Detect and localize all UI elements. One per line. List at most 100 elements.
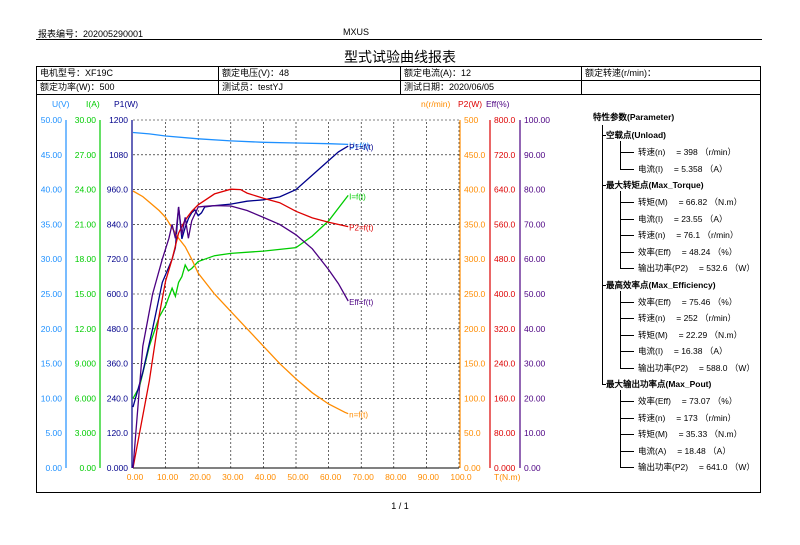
x-tick-label: 90.00 — [418, 472, 440, 482]
tick-label: 10.00 — [41, 393, 63, 403]
parameter-panel: 特性参数(Parameter) 空载点(Unload) 转速(n) = 398 （r… — [590, 105, 760, 485]
tree-branch-line — [620, 467, 634, 468]
x-tick-label: 70.00 — [353, 472, 375, 482]
series-line-Eff — [132, 204, 349, 469]
tick-label: 60.00 — [524, 254, 546, 264]
x-tick-label: 100.0 — [450, 472, 472, 482]
header-divider — [36, 39, 762, 40]
tick-label: 30.00 — [41, 254, 63, 264]
series-line-P1 — [132, 145, 349, 408]
tree-branch-line — [620, 152, 634, 153]
param-item: 电流(A) = 18.48 （A） — [638, 445, 731, 456]
tick-label: 25.00 — [41, 289, 63, 299]
series-line-I — [132, 195, 349, 399]
x-tick-label: 60.00 — [320, 472, 342, 482]
tick-label: 100.00 — [524, 115, 550, 125]
tree-branch-line — [620, 218, 634, 220]
x-tick-label: 20.00 — [190, 472, 212, 482]
tree-branch-line — [602, 185, 606, 186]
tree-trunk-line — [620, 290, 621, 368]
tick-label: 240.0 — [494, 359, 516, 369]
tree-branch-line — [620, 351, 634, 352]
tick-label: 0.00 — [524, 463, 541, 473]
param-item: 输出功率(P2) = 641.0 （W） — [638, 462, 755, 472]
param-item: 转矩(M) = 35.33 （N.m） — [638, 429, 743, 439]
tick-label: 24.00 — [75, 185, 97, 195]
param-group-title: 最大输出功率点(Max_Pout) — [606, 379, 712, 389]
axis-label-P1: P1(W) — [114, 99, 138, 109]
tree-branch-line — [620, 168, 634, 170]
x-tick-label: 30.00 — [222, 472, 244, 482]
info-cell: 额定功率(W)：500 — [37, 81, 219, 94]
report-title: 型式试验曲线报表 — [344, 49, 456, 65]
tree-branch-line — [620, 367, 634, 369]
tree-branch-line — [620, 268, 634, 269]
tick-label: 15.00 — [41, 359, 63, 369]
x-tick-label: 50.00 — [287, 472, 309, 482]
axis-label-U: U(V) — [52, 99, 70, 109]
param-item: 电流(I) = 5.358 （A） — [638, 163, 728, 174]
report-number: 报表编号：202005290001 — [38, 29, 144, 39]
series-line-U — [132, 131, 349, 146]
tree-branch-line — [620, 401, 634, 402]
tick-label: 250.0 — [464, 289, 486, 299]
tick-label: 480.0 — [494, 254, 516, 264]
axis-label-P2: P2(W) — [458, 99, 482, 109]
tick-label: 50.0 — [464, 428, 481, 438]
tree-branch-line — [602, 284, 606, 286]
tick-label: 12.00 — [75, 324, 97, 334]
tick-label: 720.0 — [494, 150, 516, 160]
tick-label: 1080 — [109, 150, 128, 160]
tick-label: 40.00 — [41, 185, 63, 195]
tick-label: 18.00 — [75, 254, 97, 264]
x-tick-label: 0.00 — [127, 472, 144, 482]
series-label-P2: P2=f(t) — [349, 224, 374, 233]
tick-label: 15.00 — [75, 289, 97, 299]
tree-branch-line — [602, 135, 606, 136]
param-item: 效率(Eff) = 73.07 （%） — [638, 396, 738, 406]
param-group-title: 最大转矩点(Max_Torque) — [606, 180, 704, 190]
series-label-n: n=f(t) — [349, 411, 368, 420]
param-item: 效率(Eff) = 48.24 （%） — [638, 246, 738, 257]
tree-branch-line — [620, 202, 634, 203]
info-row-2: 额定功率(W)：500 测试员：testYJ 测试日期：2020/06/05 — [37, 81, 760, 95]
tick-label: 0.00 — [79, 463, 96, 473]
param-item: 转速(n) = 252 （r/min） — [638, 313, 737, 323]
tree-branch-line — [620, 251, 634, 253]
tree-branch-line — [620, 450, 634, 452]
tick-label: 600.0 — [107, 289, 129, 299]
tick-label: 20.00 — [524, 393, 546, 403]
tick-label: 3.000 — [75, 428, 97, 438]
tick-label: 320.0 — [494, 324, 516, 334]
tick-label: 640.0 — [494, 185, 516, 195]
tree-branch-line — [620, 301, 634, 303]
tick-label: 45.00 — [41, 150, 63, 160]
tree-trunk-line — [620, 141, 621, 169]
tick-label: 70.00 — [524, 219, 546, 229]
info-cell: 测试员：testYJ — [219, 81, 401, 94]
tick-label: 800.0 — [494, 115, 516, 125]
tree-branch-line — [620, 417, 634, 419]
series-line-n — [132, 190, 349, 415]
tick-label: 0.000 — [107, 463, 129, 473]
tick-label: 30.00 — [524, 359, 546, 369]
characteristic-chart: U(V) 0.00 5.00 10.00 15.00 20.00 25.00 30.00 35.… — [41, 99, 551, 482]
page-number: 1 / 1 — [391, 501, 409, 511]
tick-label: 50.00 — [524, 289, 546, 299]
param-item: 转速(n) = 173 （r/min） — [638, 412, 737, 423]
tick-label: 160.0 — [494, 393, 516, 403]
tick-label: 480.0 — [107, 324, 129, 334]
tick-label: 6.000 — [75, 393, 97, 403]
tick-label: 21.00 — [75, 219, 97, 229]
axis-label-Eff: Eff(%) — [486, 99, 510, 109]
series-label-P1: P1=f(t) — [349, 143, 374, 152]
x-tick-label: 80.00 — [385, 472, 407, 482]
series-line-P2 — [132, 188, 349, 469]
tree-branch-line — [620, 434, 634, 435]
tick-label: 200.0 — [464, 324, 486, 334]
tree-trunk-line — [620, 390, 621, 468]
tick-label: 400.0 — [464, 185, 486, 195]
tick-label: 10.00 — [524, 428, 546, 438]
tree-branch-line — [620, 318, 634, 319]
tick-label: 500 — [464, 115, 478, 125]
